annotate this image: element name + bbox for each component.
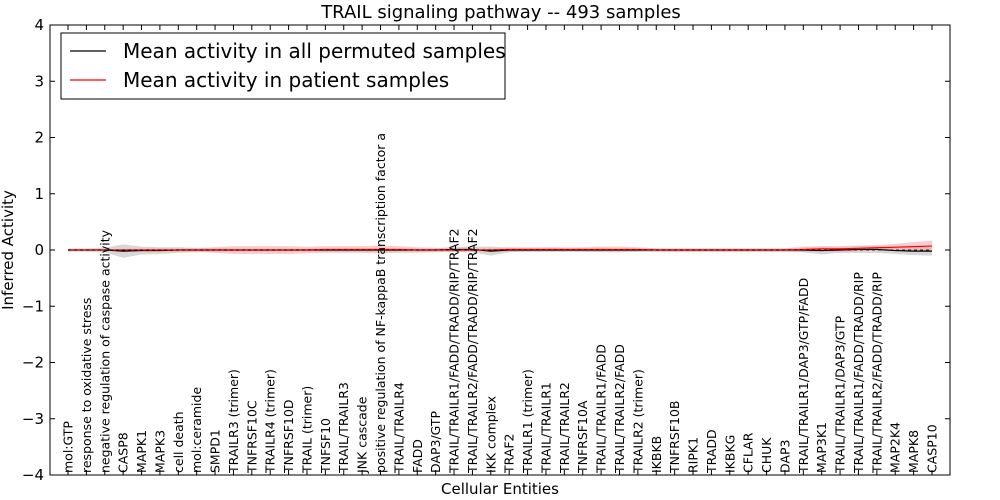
- x-tick-label: CASP8: [116, 432, 131, 473]
- x-tick-label: CASP10: [925, 424, 940, 473]
- x-tick-label: TRAIL/TRAILR2/FADD/TRADD/RIP: [869, 272, 884, 474]
- x-tick-label: TRAIL/TRAILR1: [538, 382, 553, 474]
- y-tick-label: 1: [34, 185, 44, 203]
- y-tick-label: 4: [34, 16, 44, 34]
- x-tick-label: TRAIL/TRAILR1/FADD: [594, 344, 609, 474]
- x-tick-label: TNFRSF10A: [575, 400, 590, 474]
- x-tick-label: TRAIL/TRAILR1/FADD/TRADD/RIP/TRAF2: [447, 228, 462, 474]
- y-tick-label: 2: [34, 129, 44, 147]
- x-tick-label: TRAIL/TRAILR1/DAP3/GTP/FADD: [796, 278, 811, 474]
- y-tick-label: 0: [34, 241, 44, 259]
- x-tick-label: TRAIL (trimer): [299, 386, 314, 474]
- y-tick-labels: −4 −3 −2 −1 0 1 2 3 4: [22, 16, 44, 484]
- legend: Mean activity in all permuted samples Me…: [60, 32, 506, 100]
- y-tick-label: −3: [22, 410, 44, 428]
- x-tick-label: TRAIL/TRAILR2/FADD/TRADD/RIP/TRAF2: [465, 228, 480, 474]
- x-tick-label: TRAILR1 (trimer): [520, 369, 535, 474]
- x-tick-label: IKBKB: [649, 436, 664, 473]
- x-tick-labels: mol:GTP response to oxidative stress negat…: [61, 133, 940, 474]
- x-tick-label: MAP2K4: [888, 422, 903, 473]
- x-tick-label: DAP3: [777, 440, 792, 473]
- x-tick-label: TRAILR2 (trimer): [630, 369, 645, 474]
- legend-entry-permuted: Mean activity in all permuted samples: [123, 39, 506, 63]
- legend-entry-patient: Mean activity in patient samples: [123, 68, 449, 92]
- x-tick-label: mol:ceramide: [189, 387, 204, 473]
- x-tick-label: JNK cascade: [355, 396, 370, 474]
- x-tick-label: TRAILR4 (trimer): [263, 369, 278, 474]
- x-tick-label: mol:GTP: [61, 421, 76, 473]
- legend-box: [60, 32, 506, 100]
- plot-frame: [49, 24, 951, 476]
- y-tick-label: 3: [34, 72, 44, 90]
- x-tick-label: TRADD: [704, 429, 719, 474]
- x-tick-label: TRAIL/TRAILR2/FADD: [612, 344, 627, 474]
- x-tick-label: IKBKG: [722, 435, 737, 473]
- x-tick-label: CFLAR: [741, 432, 756, 473]
- x-tick-label: MAPK1: [134, 430, 149, 473]
- chart-title: TRAIL signaling pathway -- 493 samples: [320, 2, 681, 23]
- y-tick-label: −4: [22, 466, 44, 484]
- x-tick-label: TRAIL/TRAILR3: [336, 382, 351, 474]
- x-tick-label: TRAIL/TRAILR1/FADD/TRADD/RIP: [851, 272, 866, 474]
- x-tick-label: TNFRSF10C: [244, 400, 259, 474]
- x-tick-label: TNFRSF10D: [281, 399, 296, 474]
- x-tick-label: TRAIL/TRAILR1/DAP3/GTP: [833, 315, 848, 474]
- x-tick-label: TRAIL/TRAILR4: [391, 382, 406, 474]
- x-tick-label: negative regulation of caspase activity: [97, 229, 112, 473]
- series-lines: [68, 245, 933, 252]
- x-tick-label: IKK complex: [483, 396, 498, 473]
- x-tick-label: positive regulation of NF-kappaB transcr…: [373, 133, 388, 473]
- x-tick-label: TRAF2: [502, 433, 517, 474]
- x-tick-label: FADD: [410, 439, 425, 473]
- x-tick-label: TRAIL/TRAILR2: [557, 382, 572, 474]
- y-tick-label: −2: [22, 354, 44, 372]
- x-tick-label: response to oxidative stress: [79, 298, 94, 473]
- x-tick-label: SMPD1: [208, 429, 223, 473]
- y-tick-label: −1: [22, 297, 44, 315]
- x-tick-label: CHUK: [759, 437, 774, 473]
- x-tick-label: MAP3K1: [814, 422, 829, 473]
- x-tick-label: TRAILR3 (trimer): [226, 369, 241, 474]
- x-tick-label: cell death: [171, 411, 186, 473]
- x-axis-label: Cellular Entities: [441, 480, 559, 498]
- x-tick-label: RIPK1: [686, 437, 701, 473]
- x-tick-label: MAPK8: [906, 430, 921, 473]
- axis-ticks: [50, 24, 950, 476]
- x-tick-label: DAP3/GTP: [428, 410, 443, 473]
- x-tick-label: MAPK3: [152, 430, 167, 473]
- y-axis-label: Inferred Activity: [0, 190, 17, 310]
- x-tick-label: TNFSF10: [318, 418, 333, 474]
- x-tick-label: TNFRSF10B: [667, 401, 682, 474]
